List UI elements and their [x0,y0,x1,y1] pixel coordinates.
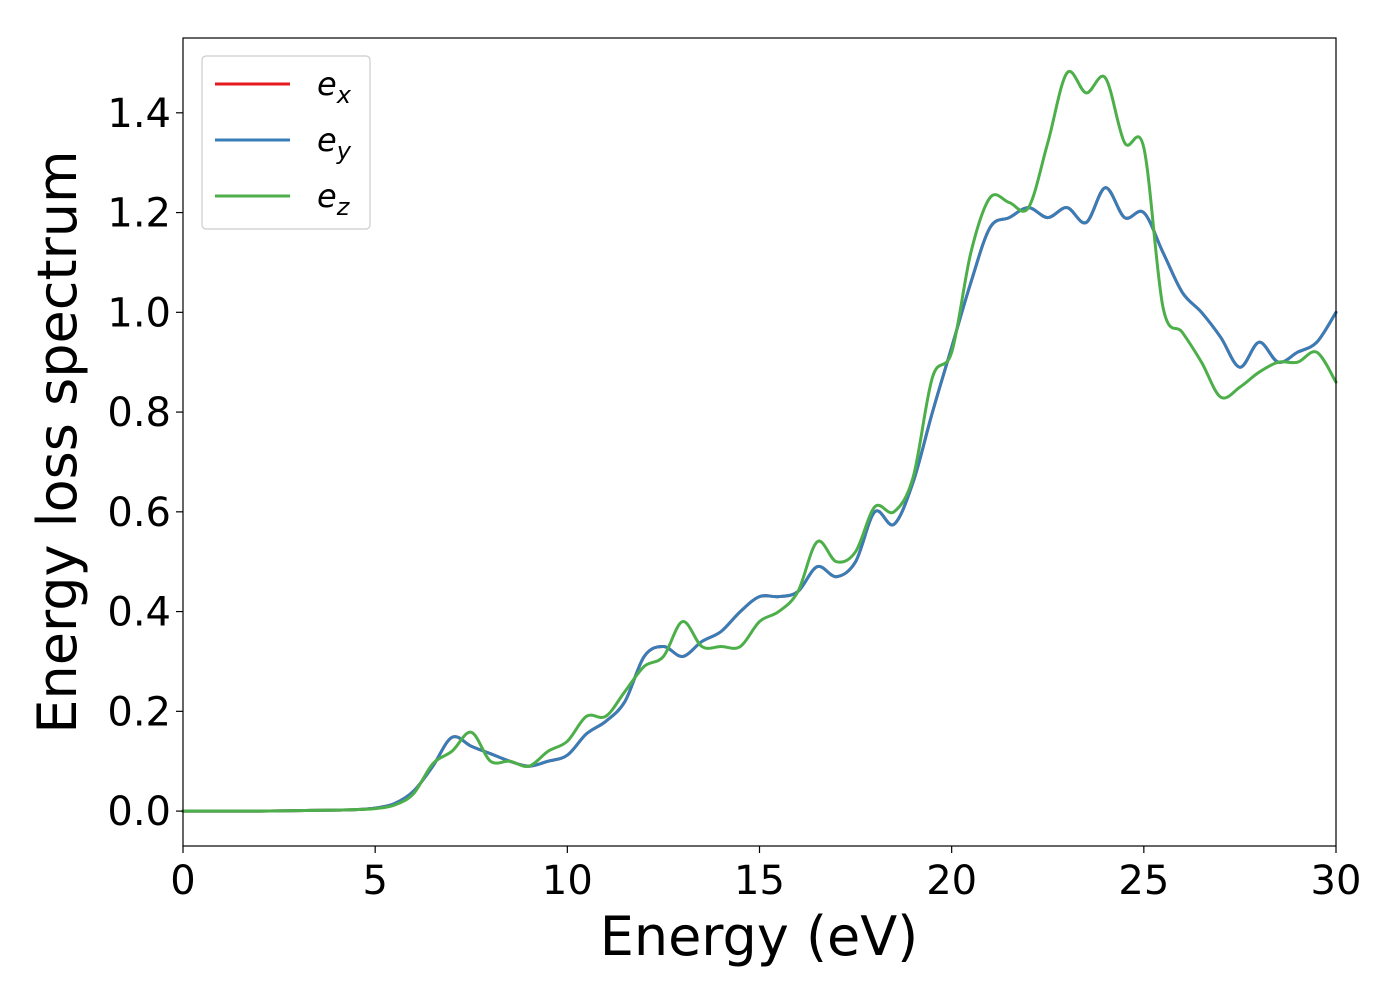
x-tick-label: 20 [926,858,977,904]
y-tick-label: 0.0 [107,789,171,835]
y-tick-label: 1.4 [107,91,171,137]
y-tick-label: 1.0 [107,290,171,336]
y-tick-label: 0.2 [107,689,171,735]
y-axis-ticks: 0.0 0.2 0.4 0.6 0.8 1.0 1.2 1.4 [107,91,183,835]
series-line-e-x [181,186,1338,813]
x-tick-label: 15 [734,858,785,904]
x-axis-label: Energy (eV) [600,905,919,968]
series-line-e-y [181,186,1338,813]
y-tick-label: 0.4 [107,590,171,636]
series-line-e-z [181,69,1338,813]
y-tick-label: 1.2 [107,191,171,237]
x-tick-label: 10 [542,858,593,904]
legend-box [201,55,371,230]
x-tick-label: 0 [170,858,195,904]
x-tick-label: 5 [362,858,387,904]
y-axis-label: Energy loss spectrum [26,150,89,733]
x-axis-ticks: 0 5 10 15 20 25 30 [170,846,1361,904]
y-tick-label: 0.8 [107,390,171,436]
series-layer [181,69,1338,813]
x-tick-label: 30 [1311,858,1362,904]
x-tick-label: 25 [1118,858,1169,904]
y-tick-label: 0.6 [107,490,171,536]
